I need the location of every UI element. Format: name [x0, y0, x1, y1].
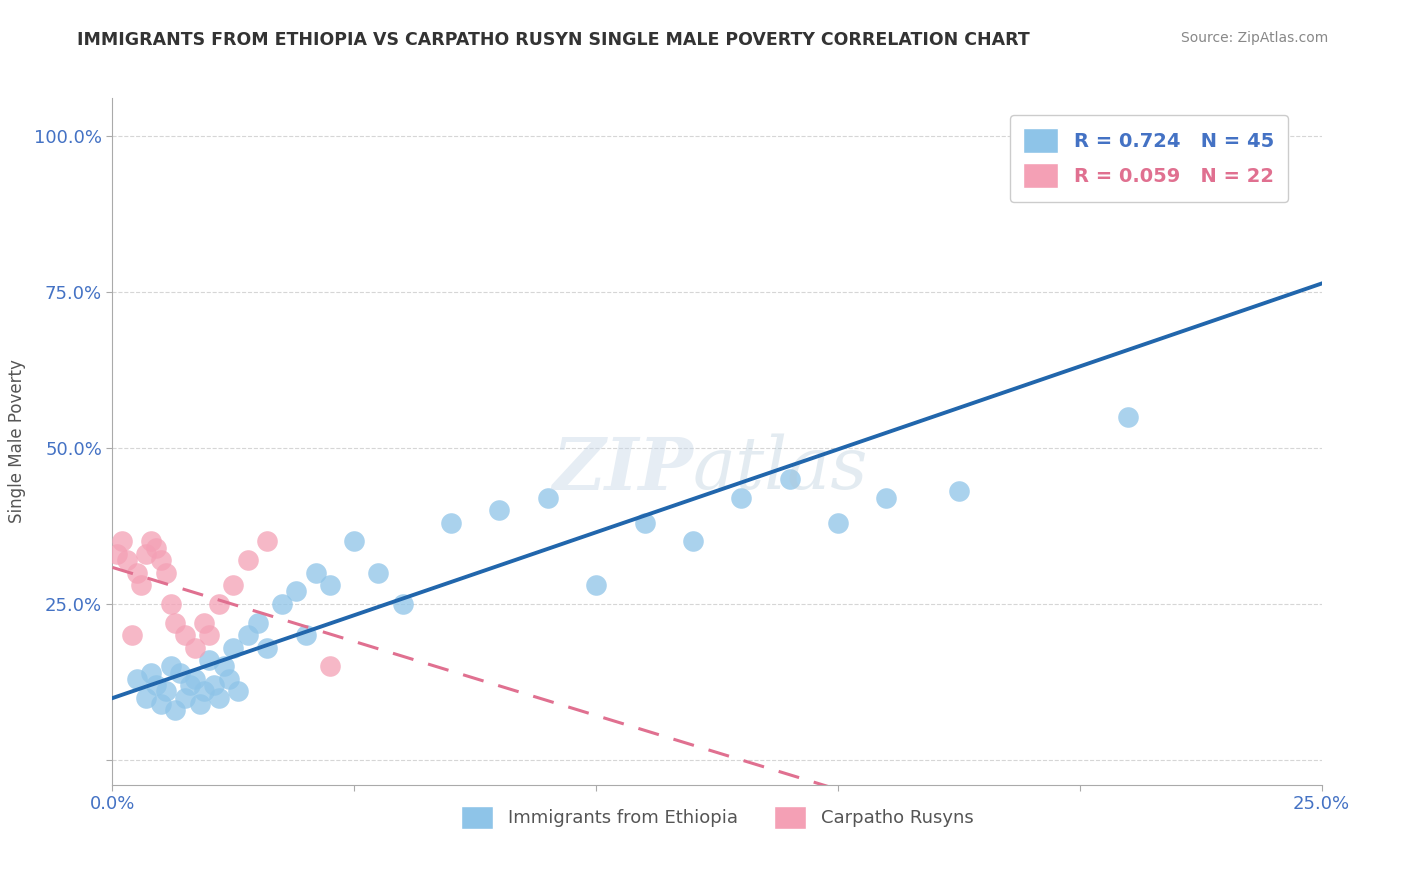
Point — [212, 659, 235, 673]
Point — [236, 628, 259, 642]
Point — [174, 628, 197, 642]
Point — [125, 672, 148, 686]
Point — [730, 491, 752, 505]
Point — [159, 597, 181, 611]
Point — [226, 684, 249, 698]
Point — [246, 615, 269, 630]
Point — [121, 628, 143, 642]
Point — [183, 672, 205, 686]
Point — [135, 547, 157, 561]
Point — [179, 678, 201, 692]
Point — [155, 566, 177, 580]
Point — [208, 597, 231, 611]
Point — [537, 491, 560, 505]
Point — [585, 578, 607, 592]
Point — [633, 516, 655, 530]
Point — [198, 653, 221, 667]
Point — [149, 553, 172, 567]
Point — [193, 684, 215, 698]
Point — [135, 690, 157, 705]
Point — [155, 684, 177, 698]
Point — [105, 547, 128, 561]
Point — [827, 516, 849, 530]
Point — [256, 640, 278, 655]
Point — [1116, 409, 1139, 424]
Point — [193, 615, 215, 630]
Point — [165, 615, 187, 630]
Point — [256, 534, 278, 549]
Point — [948, 484, 970, 499]
Point — [174, 690, 197, 705]
Point — [141, 534, 163, 549]
Point — [488, 503, 510, 517]
Point — [183, 640, 205, 655]
Point — [202, 678, 225, 692]
Y-axis label: Single Male Poverty: Single Male Poverty — [7, 359, 25, 524]
Point — [1166, 128, 1188, 143]
Point — [875, 491, 897, 505]
Point — [391, 597, 413, 611]
Point — [169, 665, 191, 680]
Point — [270, 597, 292, 611]
Point — [440, 516, 463, 530]
Point — [222, 578, 245, 592]
Point — [779, 472, 801, 486]
Point — [125, 566, 148, 580]
Point — [145, 541, 167, 555]
Point — [319, 578, 342, 592]
Point — [115, 553, 138, 567]
Point — [145, 678, 167, 692]
Point — [222, 640, 245, 655]
Point — [682, 534, 704, 549]
Point — [188, 697, 211, 711]
Point — [165, 703, 187, 717]
Point — [304, 566, 326, 580]
Point — [285, 584, 308, 599]
Point — [218, 672, 240, 686]
Point — [295, 628, 318, 642]
Point — [198, 628, 221, 642]
Text: ZIP: ZIP — [553, 434, 693, 505]
Point — [319, 659, 342, 673]
Point — [149, 697, 172, 711]
Text: Source: ZipAtlas.com: Source: ZipAtlas.com — [1181, 31, 1329, 45]
Legend: Immigrants from Ethiopia, Carpatho Rusyns: Immigrants from Ethiopia, Carpatho Rusyn… — [451, 797, 983, 838]
Text: IMMIGRANTS FROM ETHIOPIA VS CARPATHO RUSYN SINGLE MALE POVERTY CORRELATION CHART: IMMIGRANTS FROM ETHIOPIA VS CARPATHO RUS… — [77, 31, 1031, 49]
Text: atlas: atlas — [693, 434, 869, 504]
Point — [131, 578, 153, 592]
Point — [208, 690, 231, 705]
Point — [141, 665, 163, 680]
Point — [236, 553, 259, 567]
Point — [111, 534, 134, 549]
Point — [367, 566, 389, 580]
Point — [343, 534, 366, 549]
Point — [159, 659, 181, 673]
